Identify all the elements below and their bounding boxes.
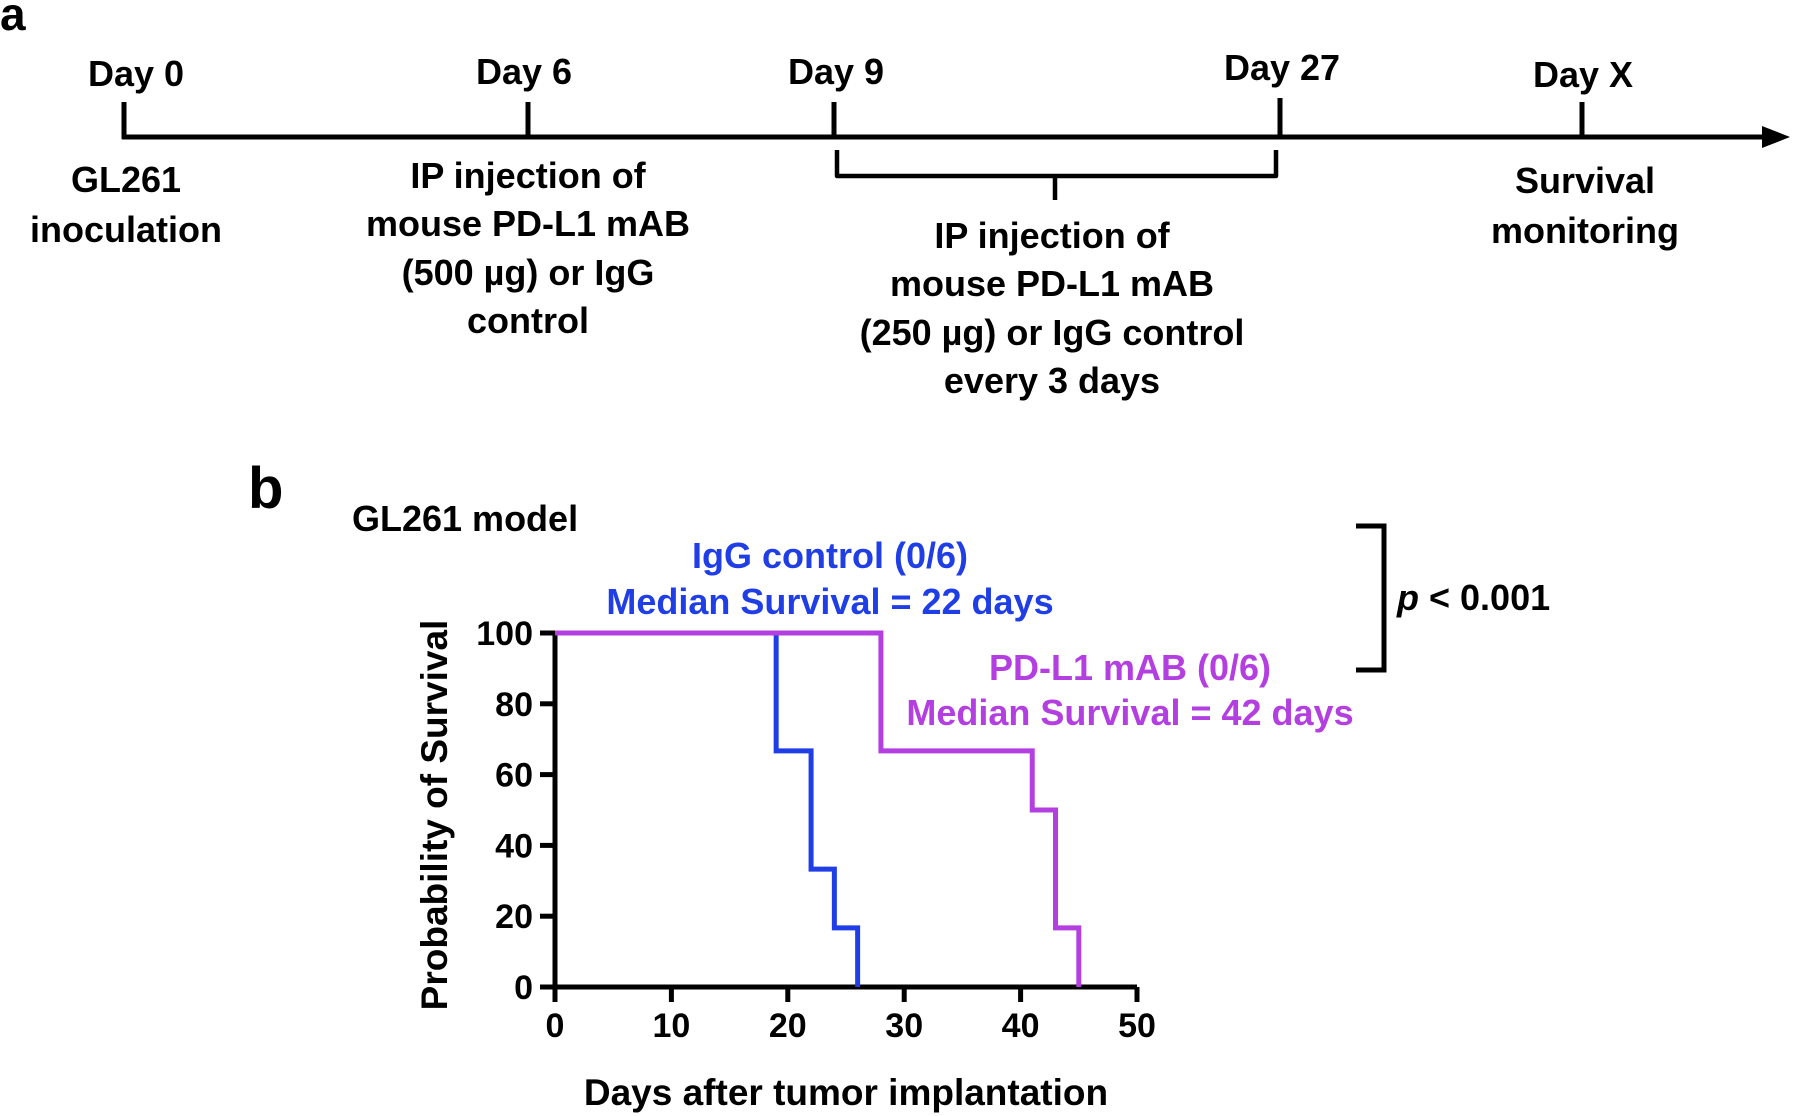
bracket-desc-line-2: mouse PD-L1 mAB xyxy=(890,263,1214,304)
day-6-label: Day 6 xyxy=(476,51,572,92)
survival-chart: 0 20 40 60 80 100 0 10 20 30 40 50 Days after tumor … xyxy=(414,615,1156,1113)
day-0-desc-line-2: inoculation xyxy=(30,209,222,250)
pdl1-median-label: Median Survival = 42 days xyxy=(906,692,1353,733)
y-tick-label-60: 60 xyxy=(495,757,533,795)
bracket-desc-line-3: (250 µg) or IgG control xyxy=(860,312,1245,353)
x-tick-label-10: 10 xyxy=(652,1007,690,1045)
timeline: Day 0 Day 6 Day 9 Day 27 Day X GL261 ino… xyxy=(30,47,1790,401)
x-tick-label-30: 30 xyxy=(885,1007,923,1045)
dosing-bracket xyxy=(834,150,1279,200)
p-value-text: < 0.001 xyxy=(1419,577,1550,618)
x-tick-label-20: 20 xyxy=(769,1007,807,1045)
y-tick-label-100: 100 xyxy=(476,615,533,653)
x-tick-label-50: 50 xyxy=(1118,1007,1156,1045)
igg-series-label: IgG control (0/6) xyxy=(692,535,968,576)
y-tick-label-20: 20 xyxy=(495,898,533,936)
x-tick-label-0: 0 xyxy=(546,1007,565,1045)
day-x-label: Day X xyxy=(1533,54,1633,95)
day-6-desc-line-4: control xyxy=(467,300,589,341)
igg-control-survival-curve xyxy=(555,630,861,987)
day-6-desc-line-2: mouse PD-L1 mAB xyxy=(366,203,690,244)
x-axis-label: Days after tumor implantation xyxy=(584,1072,1108,1113)
igg-median-label: Median Survival = 22 days xyxy=(606,581,1053,622)
panel-a-letter: a xyxy=(0,0,26,40)
model-label: GL261 model xyxy=(352,498,578,539)
day-6-desc-line-1: IP injection of xyxy=(410,155,646,196)
significance-bracket xyxy=(1356,523,1387,673)
day-x-desc-line-1: Survival xyxy=(1515,160,1655,201)
day-6-desc-line-3: (500 µg) or IgG xyxy=(402,252,655,293)
p-value: p < 0.001 xyxy=(1396,577,1550,618)
p-symbol: p xyxy=(1396,577,1419,618)
day-27-label: Day 27 xyxy=(1224,47,1340,88)
panel-b-letter: b xyxy=(248,456,283,521)
pdl1-series-label: PD-L1 mAB (0/6) xyxy=(989,647,1271,688)
y-tick-label-80: 80 xyxy=(495,686,533,724)
y-tick-label-40: 40 xyxy=(495,827,533,865)
day-x-desc-line-2: monitoring xyxy=(1491,210,1679,251)
y-axis-label: Probability of Survival xyxy=(414,620,455,1011)
y-tick-label-0: 0 xyxy=(514,969,533,1007)
bracket-desc-line-1: IP injection of xyxy=(934,215,1170,256)
timeline-arrowhead xyxy=(1762,126,1790,148)
bracket-desc-line-4: every 3 days xyxy=(944,360,1160,401)
pdl1-mab-survival-curve xyxy=(555,630,1082,987)
day-0-desc-line-1: GL261 xyxy=(71,159,181,200)
x-tick-label-40: 40 xyxy=(1002,1007,1040,1045)
day-9-label: Day 9 xyxy=(788,51,884,92)
day-0-label: Day 0 xyxy=(88,53,184,94)
